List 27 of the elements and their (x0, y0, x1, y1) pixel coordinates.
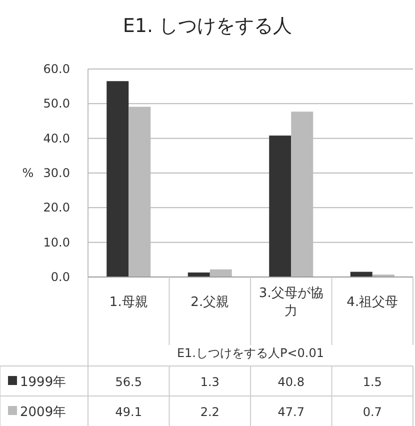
x-tick-label: 4.祖父母 (346, 295, 398, 310)
x-tick-label: 3.父母が協力 (258, 286, 324, 319)
data-label: 56.5 (115, 375, 142, 389)
y-tick-label: 0.0 (50, 270, 70, 284)
data-label: 40.8 (278, 375, 304, 389)
y-tick-label: 10.0 (43, 235, 70, 250)
bar (210, 269, 232, 277)
x-tick-label: 2.父親 (190, 295, 230, 310)
y-tick-label: 60.0 (43, 62, 70, 76)
x-tick-label: 1.母親 (109, 295, 148, 310)
data-label: 1.3 (200, 375, 220, 389)
bar (106, 81, 129, 277)
y-axis-title: % (22, 166, 34, 180)
x-axis-title: E1.しつけをする人P<0.01 (176, 346, 324, 360)
y-tick-label: 40.0 (43, 131, 70, 146)
data-label: 49.1 (115, 405, 142, 419)
data-label: 0.7 (362, 405, 382, 419)
bar (269, 136, 292, 277)
chart-title: E1. しつけをする人 (122, 15, 292, 37)
y-tick-label: 30.0 (43, 166, 70, 180)
data-label: 2.2 (200, 405, 220, 419)
y-tick-label: 50.0 (43, 96, 70, 111)
data-label: 47.7 (278, 405, 304, 419)
y-tick-label: 20.0 (43, 200, 70, 215)
legend-label: 1999年 (20, 375, 66, 390)
data-label: 1.5 (362, 375, 382, 389)
legend-label: 2009年 (20, 405, 66, 420)
